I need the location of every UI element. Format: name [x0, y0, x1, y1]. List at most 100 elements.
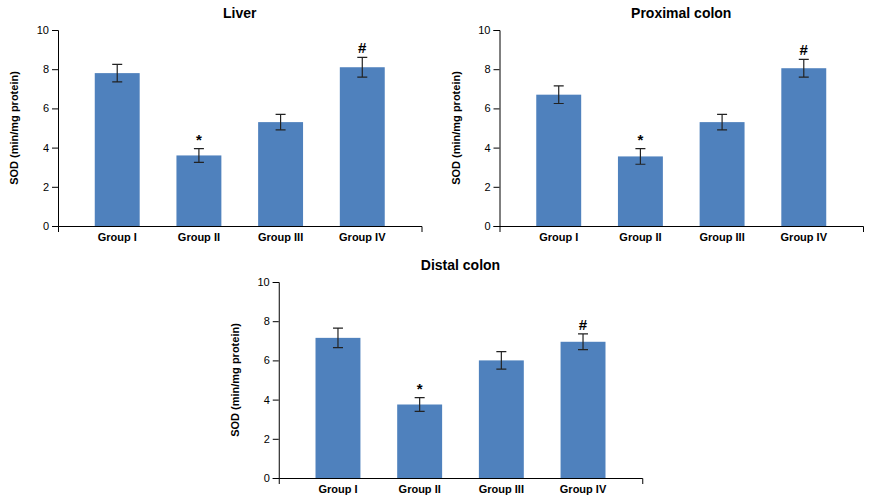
marks — [316, 328, 606, 478]
error-bar — [333, 328, 343, 348]
bar — [397, 405, 442, 479]
figure: *#0246810Group IGroup IIGroup IIIGroup I… — [0, 0, 883, 504]
y-tick-mark — [52, 69, 58, 70]
x-tick: Group IV — [560, 483, 607, 495]
y-tick-mark — [273, 282, 279, 283]
bar — [781, 68, 826, 226]
x-tick-label: Group III — [699, 231, 744, 243]
error-bar — [415, 398, 425, 412]
bar — [618, 156, 663, 226]
bar — [479, 360, 524, 478]
annotation: # — [358, 39, 367, 56]
y-tick: 10 — [258, 276, 279, 288]
error-bar — [578, 334, 588, 350]
y-axis: 0246810 — [37, 24, 59, 232]
y-tick-mark — [494, 187, 500, 188]
x-axis: Group I Group II Group III Group IV — [59, 227, 423, 243]
y-tick-label: 2 — [43, 181, 49, 193]
y-tick-label: 10 — [37, 24, 49, 36]
bar — [700, 122, 745, 226]
x-tick-label: Group IV — [781, 231, 828, 243]
bar — [536, 95, 581, 226]
error-bar — [496, 352, 506, 370]
annotation: # — [800, 41, 809, 58]
y-tick: 2 — [484, 181, 499, 193]
y-tick: 10 — [478, 24, 499, 36]
y-tick: 2 — [264, 433, 279, 445]
error-bar — [357, 57, 367, 77]
error-bar — [635, 149, 645, 165]
y-tick-label: 0 — [264, 472, 270, 484]
y-tick-mark — [273, 360, 279, 361]
y-axis-line — [273, 283, 280, 479]
x-tick-label: Group I — [539, 231, 578, 243]
y-tick-mark — [52, 226, 58, 227]
y-tick: 0 — [264, 472, 279, 484]
panel: *#0246810Group IGroup IIGroup IIIGroup I… — [229, 257, 643, 495]
title: Proximal colon — [631, 5, 731, 21]
y-tick: 4 — [484, 142, 499, 154]
y-axis: 0 2 4 6 8 10 — [478, 24, 500, 232]
y-tick-mark — [494, 30, 500, 31]
y-tick-label: 4 — [264, 394, 270, 406]
y-tick: 10 — [37, 24, 58, 36]
y-axis-label: SOD (min/mg protein) — [8, 71, 20, 185]
title: Liver — [223, 5, 257, 21]
error-bar — [717, 114, 727, 130]
y-tick-label: 10 — [478, 24, 490, 36]
y-tick-label: 6 — [484, 102, 490, 114]
x-tick: Group II — [619, 231, 661, 243]
y-tick-label: 8 — [43, 63, 49, 75]
x-tick-label: Group I — [318, 483, 357, 495]
x-tick-label: Group IV — [339, 231, 386, 243]
bar — [176, 155, 221, 226]
title: Distal colon — [421, 257, 500, 273]
x-tick-label: Group II — [399, 483, 441, 495]
panel: *#0246810Group IGroup IIGroup IIIGroup I… — [450, 5, 864, 243]
y-tick-mark — [52, 108, 58, 109]
y-tick-mark — [494, 148, 500, 149]
y-tick-label: 10 — [258, 276, 270, 288]
annotation: * — [417, 380, 423, 397]
x-axis: Group I Group II Group III Group IV — [279, 479, 643, 495]
y-tick: 2 — [43, 181, 58, 193]
y-tick-mark — [494, 69, 500, 70]
y-tick-label: 2 — [264, 433, 270, 445]
x-tick-label: Group I — [98, 231, 137, 243]
annotation: # — [579, 316, 588, 333]
y-axis-line — [494, 31, 501, 227]
error-bar — [276, 114, 286, 130]
y-tick: 4 — [264, 394, 279, 406]
y-tick: 6 — [43, 102, 58, 114]
y-tick-label: 0 — [43, 220, 49, 232]
x-axis: Group I Group II Group III Group IV — [500, 227, 864, 243]
bar — [316, 338, 361, 478]
x-tick: Group II — [178, 231, 220, 243]
x-tick-label: Group II — [619, 231, 661, 243]
y-tick: 8 — [43, 63, 58, 75]
x-tick: Group III — [258, 231, 303, 243]
y-tick-label: 8 — [264, 315, 270, 327]
y-tick-label: 4 — [484, 142, 490, 154]
y-tick-label: 2 — [484, 181, 490, 193]
bar — [340, 67, 385, 226]
y-tick: 0 — [484, 220, 499, 232]
chart-container: *#0246810Group IGroup IIGroup IIIGroup I… — [0, 0, 883, 504]
x-tick-label: Group III — [258, 231, 303, 243]
y-tick: 8 — [484, 63, 499, 75]
y-axis-label: SOD (min/mg protein) — [450, 71, 462, 185]
y-tick-mark — [273, 400, 279, 401]
annotation: * — [196, 131, 202, 148]
y-tick: 0 — [43, 220, 58, 232]
bar — [258, 122, 303, 226]
bar — [95, 73, 140, 226]
y-tick-mark — [273, 321, 279, 322]
x-tick: Group I — [98, 231, 137, 243]
marks — [95, 57, 385, 226]
bar — [561, 342, 606, 478]
y-tick-label: 8 — [484, 63, 490, 75]
y-tick-mark — [273, 439, 279, 440]
y-tick: 6 — [264, 354, 279, 366]
x-tick-label: Group III — [479, 483, 524, 495]
x-tick: Group I — [539, 231, 578, 243]
